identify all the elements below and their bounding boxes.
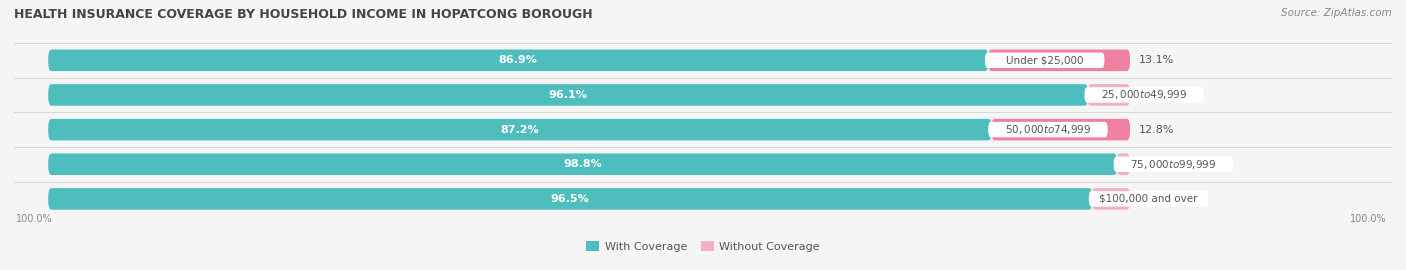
FancyBboxPatch shape — [48, 188, 1092, 210]
Text: $25,000 to $49,999: $25,000 to $49,999 — [1101, 89, 1187, 102]
FancyBboxPatch shape — [48, 84, 1088, 106]
FancyBboxPatch shape — [1088, 191, 1208, 207]
Text: HEALTH INSURANCE COVERAGE BY HOUSEHOLD INCOME IN HOPATCONG BOROUGH: HEALTH INSURANCE COVERAGE BY HOUSEHOLD I… — [14, 8, 593, 21]
FancyBboxPatch shape — [1092, 188, 1130, 210]
FancyBboxPatch shape — [984, 53, 1105, 68]
Text: 12.8%: 12.8% — [1139, 124, 1174, 135]
FancyBboxPatch shape — [1116, 154, 1130, 175]
Text: $75,000 to $99,999: $75,000 to $99,999 — [1130, 158, 1216, 171]
FancyBboxPatch shape — [48, 154, 1130, 175]
FancyBboxPatch shape — [988, 122, 1108, 137]
FancyBboxPatch shape — [48, 188, 1130, 210]
Text: 3.9%: 3.9% — [1139, 90, 1167, 100]
Text: 96.1%: 96.1% — [548, 90, 588, 100]
Text: $50,000 to $74,999: $50,000 to $74,999 — [1005, 123, 1091, 136]
FancyBboxPatch shape — [1088, 84, 1130, 106]
Text: 100.0%: 100.0% — [17, 214, 53, 224]
FancyBboxPatch shape — [48, 84, 1130, 106]
Text: 86.9%: 86.9% — [499, 55, 537, 65]
Text: 98.8%: 98.8% — [564, 159, 602, 169]
Legend: With Coverage, Without Coverage: With Coverage, Without Coverage — [582, 237, 824, 256]
FancyBboxPatch shape — [988, 50, 1130, 71]
FancyBboxPatch shape — [48, 50, 1130, 71]
Text: Source: ZipAtlas.com: Source: ZipAtlas.com — [1281, 8, 1392, 18]
Text: 96.5%: 96.5% — [551, 194, 589, 204]
FancyBboxPatch shape — [991, 119, 1130, 140]
Text: $100,000 and over: $100,000 and over — [1099, 194, 1198, 204]
FancyBboxPatch shape — [48, 154, 1116, 175]
FancyBboxPatch shape — [48, 119, 1130, 140]
Text: 1.2%: 1.2% — [1139, 159, 1167, 169]
Text: 87.2%: 87.2% — [501, 124, 540, 135]
FancyBboxPatch shape — [1114, 157, 1233, 172]
Text: 3.5%: 3.5% — [1139, 194, 1167, 204]
FancyBboxPatch shape — [1084, 87, 1204, 103]
Text: 100.0%: 100.0% — [1350, 214, 1386, 224]
Text: Under $25,000: Under $25,000 — [1005, 55, 1084, 65]
FancyBboxPatch shape — [48, 50, 988, 71]
Text: 13.1%: 13.1% — [1139, 55, 1174, 65]
FancyBboxPatch shape — [48, 119, 991, 140]
